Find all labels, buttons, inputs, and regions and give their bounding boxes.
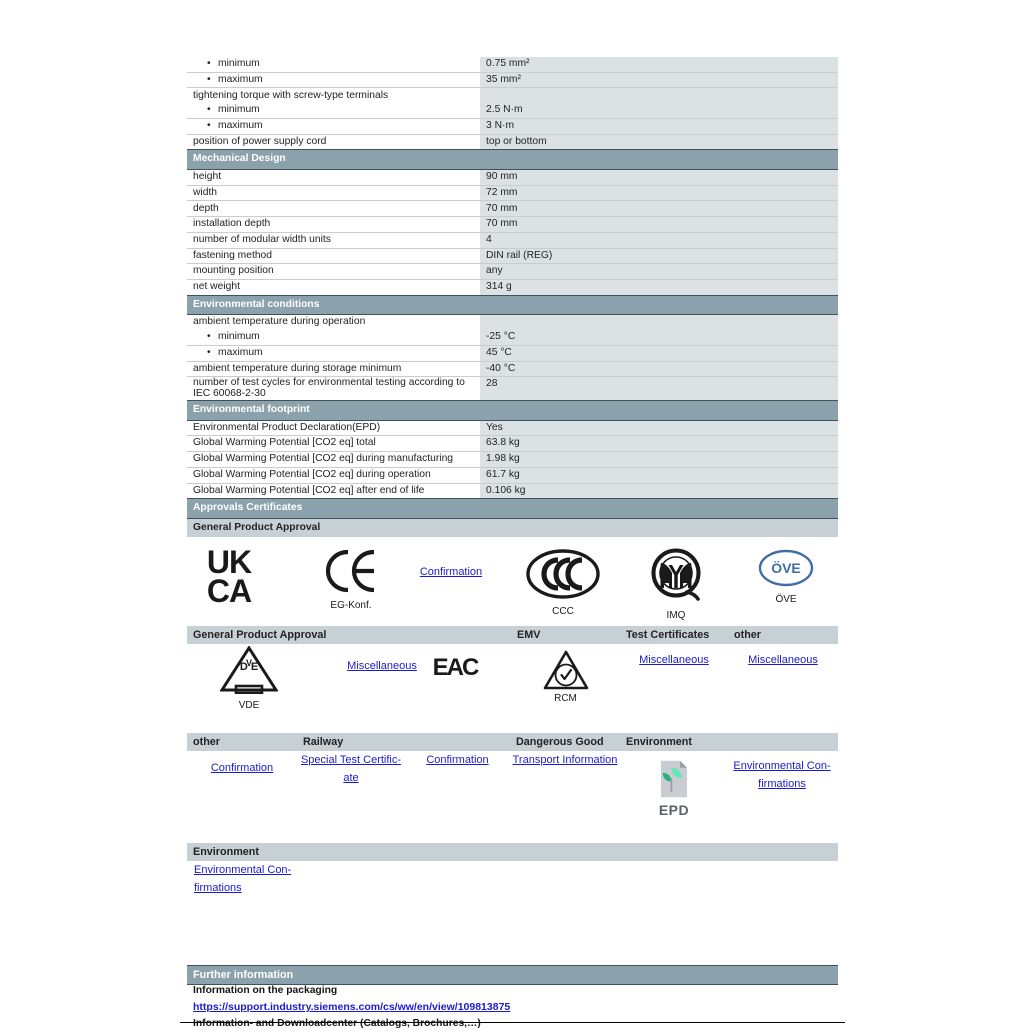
svg-text:ÖVE: ÖVE <box>771 560 801 576</box>
svg-text:EAC: EAC <box>433 654 479 681</box>
svg-text:V: V <box>246 658 252 668</box>
